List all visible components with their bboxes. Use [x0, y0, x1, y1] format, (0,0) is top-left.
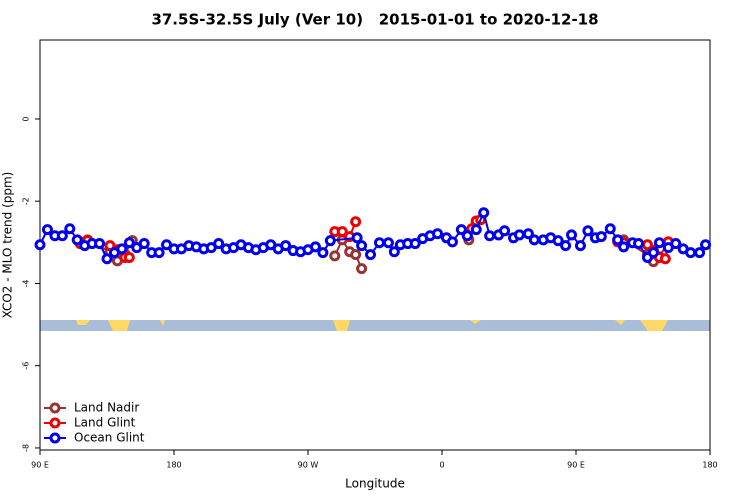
data-point	[653, 237, 665, 249]
data-point	[552, 235, 564, 247]
data-point	[280, 240, 292, 252]
legend-marker	[49, 402, 61, 414]
x-tick-label: 90 E	[31, 461, 49, 470]
legend-marker	[49, 417, 61, 429]
data-point	[213, 238, 225, 250]
data-point	[336, 226, 348, 238]
data-point	[574, 240, 586, 252]
data-point	[350, 249, 362, 261]
data-point	[94, 238, 106, 250]
data-point	[382, 237, 394, 249]
data-point	[123, 252, 135, 264]
data-point	[41, 224, 53, 236]
data-point	[478, 207, 490, 219]
data-point	[350, 216, 362, 228]
chart-title: 37.5S-32.5S July (Ver 10) 2015-01-01 to …	[151, 11, 598, 29]
x-tick-label: 180	[702, 461, 717, 470]
x-tick-label: 90 E	[567, 461, 585, 470]
data-point	[446, 236, 458, 248]
data-point	[317, 247, 329, 259]
data-point	[694, 247, 706, 259]
y-tick-label: 0	[22, 116, 31, 121]
y-tick-label: -8	[22, 444, 31, 452]
data-point	[484, 230, 496, 242]
data-point	[138, 238, 150, 250]
y-axis-label: XCO2 - MLO trend (ppm)	[1, 172, 15, 319]
data-point	[388, 246, 400, 258]
data-point	[595, 231, 607, 243]
data-point	[647, 247, 659, 259]
data-point	[612, 234, 624, 246]
data-point	[522, 228, 534, 240]
map-strip	[40, 320, 710, 331]
data-point	[432, 228, 444, 240]
data-point	[670, 238, 682, 250]
data-point	[499, 225, 511, 237]
data-point	[455, 224, 467, 236]
data-point	[64, 223, 76, 235]
data-point	[685, 247, 697, 259]
y-tick-label: -6	[22, 362, 31, 370]
data-point	[56, 230, 68, 242]
data-point	[700, 239, 712, 251]
x-axis-label: Longitude	[345, 477, 405, 491]
data-point	[309, 241, 321, 253]
data-point	[513, 229, 525, 241]
x-tick-label: 0	[439, 461, 444, 470]
data-point	[560, 240, 572, 252]
data-point	[582, 225, 594, 237]
data-point	[470, 224, 482, 236]
data-point	[324, 235, 336, 247]
data-point	[528, 234, 540, 246]
legend-label: Ocean Glint	[74, 431, 145, 445]
data-point	[116, 243, 128, 255]
data-point	[461, 230, 473, 242]
data-point	[329, 250, 341, 262]
data-point	[34, 239, 46, 251]
data-point	[356, 240, 368, 252]
data-point	[409, 238, 421, 250]
legend-marker	[49, 432, 61, 444]
y-tick-label: -2	[22, 197, 31, 205]
data-point	[101, 253, 113, 265]
data-point	[356, 263, 368, 275]
data-point	[351, 232, 363, 244]
data-point	[365, 249, 377, 261]
data-point	[373, 237, 385, 249]
legend-label: Land Nadir	[74, 401, 139, 415]
data-point	[633, 238, 645, 250]
legend-label: Land Glint	[74, 416, 136, 430]
data-point	[659, 253, 671, 265]
data-point	[566, 229, 578, 241]
x-tick-label: 180	[166, 461, 181, 470]
data-point	[618, 241, 630, 253]
x-tick-label: 90 W	[298, 461, 319, 470]
data-point	[123, 237, 135, 249]
data-point	[153, 247, 165, 259]
data-point	[71, 234, 83, 246]
data-point	[604, 223, 616, 235]
y-tick-label: -4	[22, 279, 31, 287]
